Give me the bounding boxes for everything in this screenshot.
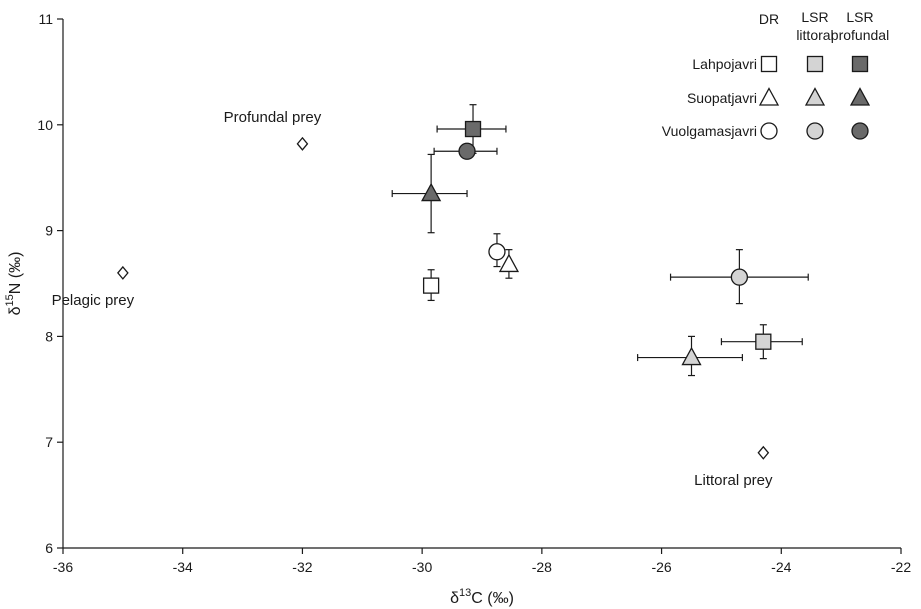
y-tick-label: 8 — [45, 328, 53, 344]
legend-marker-triangle — [849, 87, 871, 106]
x-tick-label: -28 — [532, 559, 552, 575]
data-point-group — [637, 335, 743, 377]
legend-row-label: Suopatjavri — [687, 90, 757, 106]
data-point-circle — [730, 268, 749, 286]
x-tick-label: -22 — [891, 559, 911, 575]
legend-column-header: LSR — [846, 9, 873, 25]
prey-point — [296, 136, 309, 151]
prey-points: Profundal prey Pelagic prey Littoral prey — [52, 109, 773, 489]
data-point-square — [422, 277, 440, 294]
legend-marker-square — [760, 55, 778, 73]
legend-row-label: Vuolgamasjavri — [662, 123, 757, 139]
legend-marker-square — [806, 55, 824, 73]
x-tick-label: -26 — [651, 559, 671, 575]
legend-marker-circle — [760, 122, 778, 140]
legend-row-label: Lahpojavri — [692, 56, 757, 72]
axes: -36 -34 -32 -30 -28 -26 -24 -22 6 7 8 9 10 11 — [37, 11, 911, 575]
legend-column-header: DR — [759, 11, 779, 27]
data-point-group — [433, 142, 498, 160]
x-tick-label: -32 — [292, 559, 312, 575]
legend-marker-triangle — [758, 87, 780, 106]
prey-label: Pelagic prey — [52, 292, 135, 309]
data-point-square — [755, 333, 772, 350]
data-point-group — [422, 269, 440, 302]
data-point-square — [464, 120, 482, 138]
data-point-group — [720, 324, 803, 360]
x-tick-label: -36 — [53, 559, 73, 575]
data-point-group — [436, 104, 507, 154]
legend-column-header: profundal — [831, 27, 889, 43]
data-point-circle — [488, 243, 506, 261]
data-point-triangle — [498, 253, 520, 273]
x-axis-title: δ13C (‰) — [450, 587, 514, 607]
data-point-group — [498, 249, 520, 279]
prey-label: Profundal prey — [224, 109, 322, 126]
data-point-circle — [458, 142, 476, 160]
legend-marker-circle — [851, 122, 869, 140]
x-ticks: -36 -34 -32 -30 -28 -26 -24 -22 — [53, 548, 911, 575]
legend-column-header: LSR — [801, 9, 828, 25]
data-point-triangle — [681, 346, 702, 366]
y-tick-label: 10 — [37, 117, 53, 133]
y-axis-title: δ15N (‰) — [4, 252, 24, 316]
legend: DR LSRlittoralLSRprofundalLahpojavriSuopa… — [662, 9, 889, 140]
y-tick-label: 6 — [45, 540, 53, 556]
legend-marker-triangle — [804, 87, 826, 106]
data-point-group — [669, 249, 809, 305]
prey-label: Littoral prey — [694, 472, 773, 489]
legend-column-header: littoral — [796, 27, 833, 43]
prey-point — [117, 265, 129, 280]
prey-point — [757, 445, 770, 460]
y-tick-label: 9 — [45, 223, 53, 239]
data-point-group — [391, 153, 468, 234]
data-point-triangle — [421, 182, 442, 202]
y-tick-label: 11 — [38, 11, 53, 27]
data-point-group — [488, 233, 506, 268]
data-series — [391, 104, 809, 377]
x-tick-label: -30 — [412, 559, 432, 575]
y-tick-label: 7 — [45, 434, 53, 450]
x-tick-label: -24 — [771, 559, 791, 575]
legend-marker-square — [851, 55, 869, 73]
x-tick-label: -34 — [173, 559, 193, 575]
y-ticks: 6 7 8 9 10 11 — [37, 11, 63, 556]
legend-marker-circle — [806, 122, 824, 140]
